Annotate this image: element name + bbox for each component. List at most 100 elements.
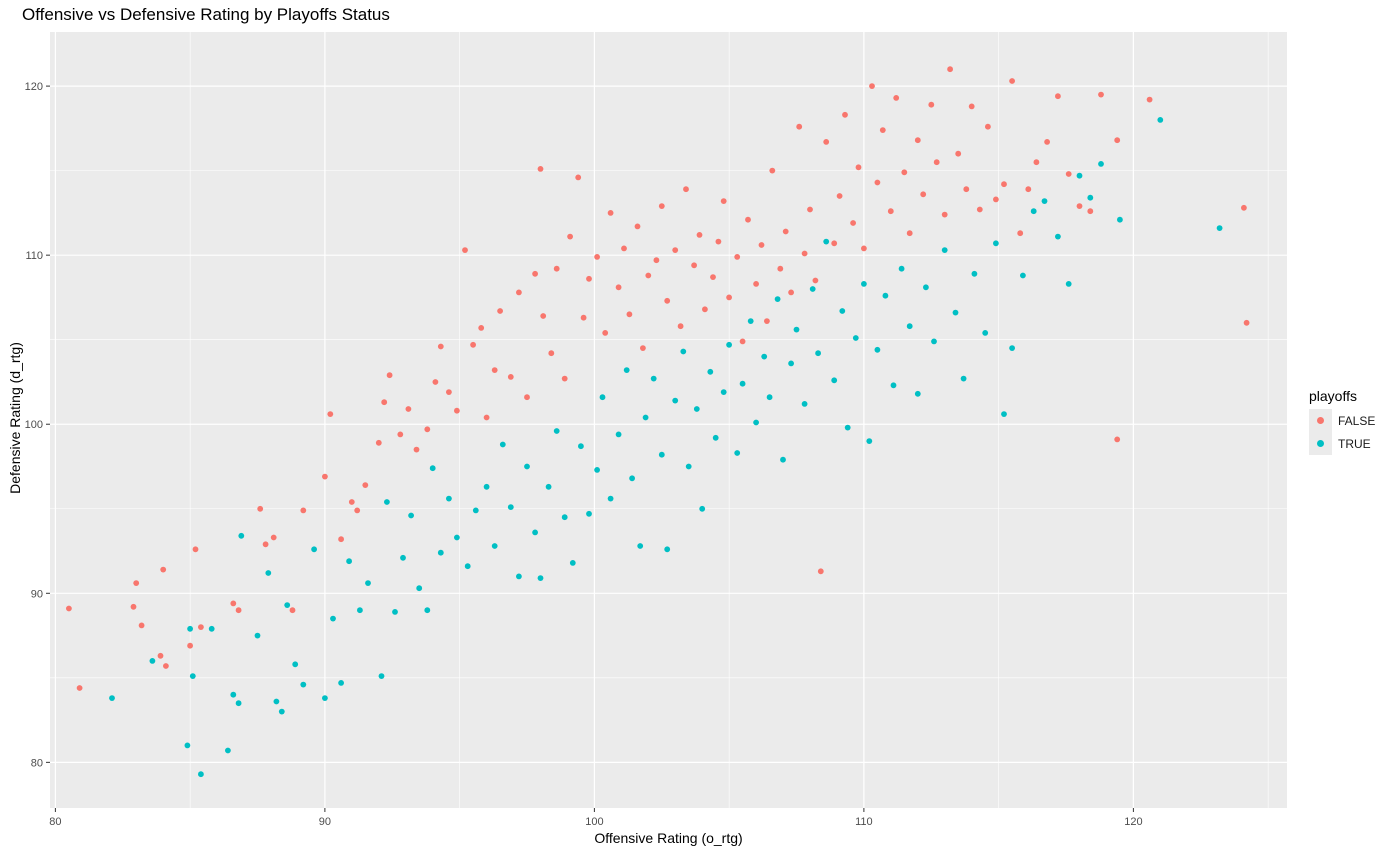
data-point-true <box>960 375 967 382</box>
x-tick-label: 120 <box>1124 816 1142 828</box>
data-point-true <box>1216 225 1223 232</box>
data-point-true <box>815 350 821 357</box>
y-tick-label: 100 <box>25 419 43 431</box>
legend-dot-false <box>1317 417 1324 424</box>
data-point-true <box>483 483 490 490</box>
data-point-false <box>796 123 803 130</box>
data-point-true <box>923 284 929 291</box>
data-point-false <box>955 150 962 157</box>
data-point-true <box>265 570 272 576</box>
y-tick-label: 110 <box>25 250 43 262</box>
data-point-true <box>1030 208 1037 215</box>
data-point-false <box>683 186 689 193</box>
data-point-false <box>993 196 999 203</box>
data-point-false <box>850 220 856 226</box>
data-point-false <box>594 254 600 260</box>
data-point-false <box>354 507 361 514</box>
data-point-true <box>831 377 838 384</box>
data-point-false <box>230 600 237 607</box>
data-point-false <box>823 139 830 145</box>
data-point-false <box>322 473 328 480</box>
data-point-true <box>707 368 714 375</box>
data-point-false <box>920 191 927 198</box>
data-point-true <box>594 467 600 473</box>
data-point-true <box>898 265 905 272</box>
data-point-false <box>257 505 264 512</box>
data-point-true <box>437 549 444 556</box>
data-point-true <box>472 507 479 514</box>
data-point-true <box>1001 411 1007 417</box>
data-point-true <box>1098 161 1104 167</box>
data-point-true <box>866 438 873 444</box>
data-point-false <box>658 203 665 210</box>
data-point-false <box>580 314 587 321</box>
data-point-false <box>861 245 867 252</box>
data-point-false <box>553 265 560 272</box>
data-point-false <box>812 277 819 284</box>
data-point-true <box>516 573 522 580</box>
data-point-false <box>788 289 794 296</box>
series-false-points <box>66 66 1250 691</box>
data-point-false <box>462 247 468 254</box>
data-point-false <box>405 406 412 412</box>
data-point-false <box>1241 204 1247 211</box>
series-true-points <box>109 117 1223 778</box>
data-point-true <box>906 323 913 330</box>
data-point-false <box>1114 436 1121 443</box>
data-point-true <box>1009 345 1015 351</box>
y-tick-label: 90 <box>31 588 43 600</box>
data-point-false <box>454 407 460 414</box>
data-point-true <box>429 465 436 472</box>
data-point-true <box>882 292 889 299</box>
data-point-false <box>720 198 727 205</box>
data-point-true <box>726 341 732 348</box>
data-point-false <box>874 179 881 186</box>
data-point-false <box>138 622 145 629</box>
data-point-true <box>753 419 759 426</box>
data-point-true <box>861 281 867 287</box>
data-point-true <box>198 771 204 778</box>
data-point-true <box>273 698 280 705</box>
data-point-false <box>976 206 983 213</box>
data-point-false <box>726 294 732 301</box>
data-point-false <box>906 230 913 237</box>
data-point-true <box>330 615 336 622</box>
data-point-true <box>338 680 344 686</box>
data-point-true <box>642 414 649 421</box>
data-point-false <box>561 375 568 382</box>
data-point-true <box>664 546 671 553</box>
data-point-true <box>357 607 363 614</box>
data-point-false <box>446 389 452 395</box>
data-point-true <box>747 318 754 324</box>
data-point-false <box>470 341 476 348</box>
data-point-true <box>446 495 452 502</box>
data-point-false <box>855 164 862 171</box>
data-point-true <box>1020 272 1026 279</box>
data-point-true <box>578 443 584 450</box>
data-point-true <box>235 700 242 707</box>
legend-title: playoffs <box>1309 388 1357 404</box>
data-point-true <box>761 353 768 360</box>
data-point-true <box>424 607 431 614</box>
data-point-false <box>1146 96 1153 103</box>
x-tick-label: 80 <box>49 816 61 828</box>
data-point-false <box>432 379 439 385</box>
data-point-true <box>365 580 371 586</box>
data-point-true <box>532 529 538 536</box>
data-point-true <box>254 632 261 639</box>
data-point-false <box>397 431 404 438</box>
data-point-true <box>852 335 859 341</box>
data-point-false <box>710 274 716 280</box>
data-point-true <box>569 560 576 566</box>
data-point-false <box>764 318 770 324</box>
data-point-false <box>130 603 137 610</box>
data-point-false <box>769 167 776 174</box>
data-point-false <box>836 193 843 199</box>
y-axis-title: Defensive Rating (d_rtg) <box>7 342 23 494</box>
data-point-false <box>575 174 582 181</box>
data-point-false <box>516 289 522 296</box>
data-point-true <box>693 406 700 412</box>
data-point-true <box>1087 194 1094 201</box>
data-point-true <box>793 326 800 333</box>
